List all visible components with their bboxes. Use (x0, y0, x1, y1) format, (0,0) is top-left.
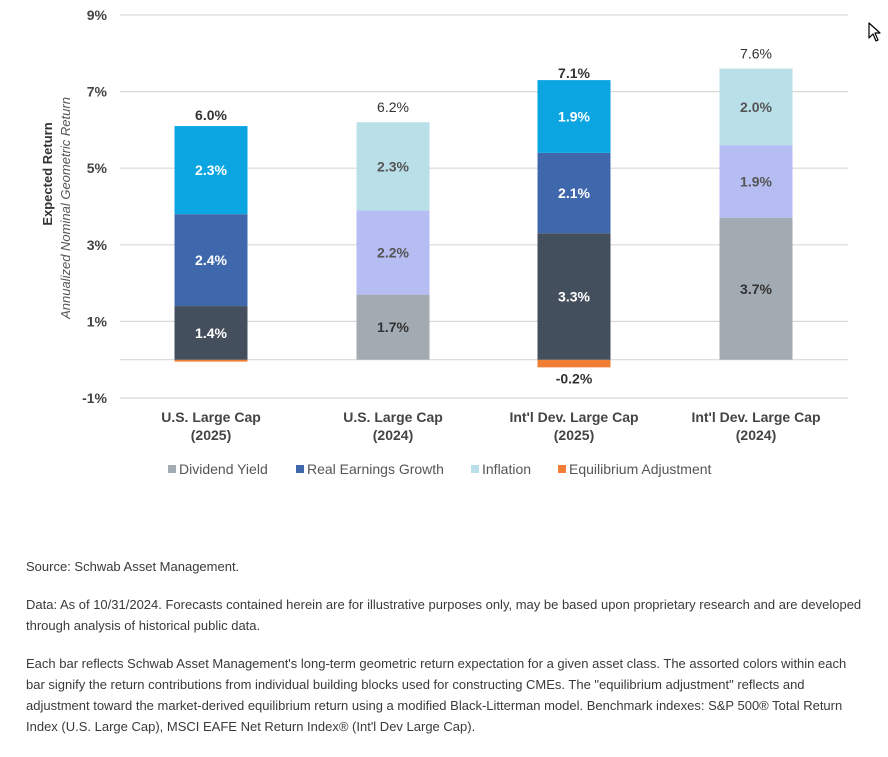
bar-segment (174, 306, 248, 360)
y-tick-label: 9% (87, 7, 108, 23)
stacked-bar-chart: 9% 7% 5% 3% 1% -1% 1.4% 2.4% 2.3% 6.0% 1.7% 2.2% 2.… (40, 7, 848, 477)
data-label: 2.2% (377, 244, 409, 260)
data-label: 2.4% (195, 252, 227, 268)
legend-swatch (471, 465, 479, 473)
bar-segment (537, 233, 611, 360)
data-label: 2.3% (195, 162, 227, 178)
y-tick-label: 3% (87, 237, 108, 253)
data-label: 2.0% (740, 99, 772, 115)
y-tick-label: -1% (82, 390, 107, 406)
bar-segment (537, 152, 611, 234)
data-label: 2.3% (377, 158, 409, 174)
mouse-pointer-icon (868, 22, 881, 42)
bars: 1.4% 2.4% 2.3% 6.0% 1.7% 2.2% 2.3% 6.2% -0.2% 3.3… (174, 46, 793, 386)
x-tick-label: U.S. Large Cap (343, 409, 443, 425)
bar-segment (174, 359, 248, 362)
description-note: Each bar reflects Schwab Asset Managemen… (26, 656, 847, 734)
data-label: 1.7% (377, 319, 409, 335)
data-label: 3.7% (740, 281, 772, 297)
legend-swatch (558, 465, 566, 473)
data-label: 1.9% (558, 108, 590, 124)
x-tick-label: Int'l Dev. Large Cap (509, 409, 638, 425)
bar-segment (356, 210, 430, 295)
bar-segment (719, 68, 793, 146)
y-axis-ticks: 9% 7% 5% 3% 1% -1% (82, 7, 107, 406)
legend-label: Equilibrium Adjustment (569, 461, 712, 477)
y-tick-label: 7% (87, 84, 108, 100)
data-label: 1.4% (195, 325, 227, 341)
x-tick-label: (2025) (554, 427, 594, 443)
y-axis-subtitle: Annualized Nominal Geometric Return (58, 97, 73, 320)
legend-swatch (168, 465, 176, 473)
bar-total-label: 6.2% (377, 99, 409, 115)
data-label: 2.1% (558, 185, 590, 201)
legend-label: Real Earnings Growth (307, 461, 444, 477)
legend: Dividend Yield Real Earnings Growth Inflat… (168, 461, 712, 477)
bar-total-label: 7.6% (740, 46, 772, 62)
x-tick-label: Int'l Dev. Large Cap (691, 409, 820, 425)
y-tick-label: 1% (87, 313, 108, 329)
data-label: 1.9% (740, 174, 772, 190)
legend-swatch (296, 465, 304, 473)
data-label: 3.3% (558, 289, 590, 305)
bar-total-label: 7.1% (558, 65, 590, 81)
bar-segment (174, 214, 248, 307)
bar-segment (537, 80, 611, 153)
bar-segment (719, 145, 793, 218)
bar-segment (174, 126, 248, 215)
bar-segment (719, 217, 793, 360)
x-tick-label: (2024) (373, 427, 413, 443)
bar-segment (356, 122, 430, 211)
x-tick-label: (2025) (191, 427, 231, 443)
x-tick-label: (2024) (736, 427, 776, 443)
x-tick-label: U.S. Large Cap (161, 409, 261, 425)
bar-total-label: 6.0% (195, 107, 227, 123)
data-label: -0.2% (556, 370, 593, 386)
legend-label: Dividend Yield (179, 461, 268, 477)
y-tick-label: 5% (87, 160, 108, 176)
source-note: Source: Schwab Asset Management. (26, 559, 240, 574)
bar-segment (537, 359, 611, 368)
x-axis-labels: U.S. Large Cap (2025) U.S. Large Cap (2024)… (161, 409, 820, 443)
y-axis-title: Expected Return (40, 122, 55, 225)
legend-label: Inflation (482, 461, 531, 477)
bar-segment (356, 294, 430, 360)
chart-notes: Source: Schwab Asset Management. Data: A… (26, 556, 868, 754)
data-note: Data: As of 10/31/2024. Forecasts contai… (26, 597, 862, 633)
